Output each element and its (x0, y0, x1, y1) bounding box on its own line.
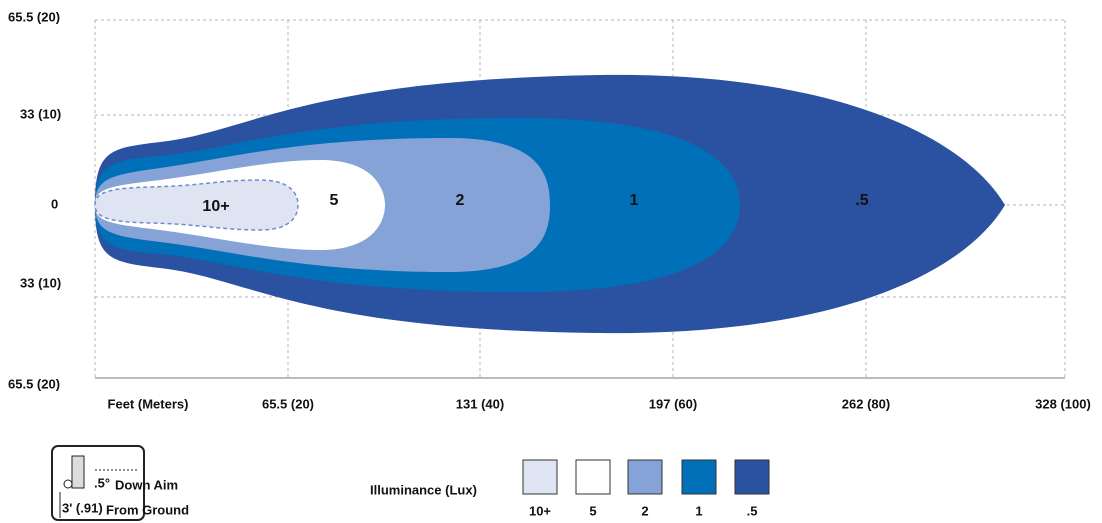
grid (94, 19, 1066, 379)
legend-swatch (522, 459, 558, 495)
x-label: 328 (100) (1035, 396, 1091, 411)
icon-height: 3' (.91) (62, 500, 103, 515)
y-label: 65.5 (20) (8, 9, 60, 24)
zone-label: 1 (630, 192, 639, 209)
legend-label: 10+ (529, 503, 551, 518)
legend-swatch (627, 459, 663, 495)
legend-label: 5 (589, 503, 596, 518)
mount-icon: .5° Down Aim 3' (.91) From Ground (51, 445, 189, 521)
legend-title: Illuminance (Lux) (370, 482, 477, 497)
legend-swatch (575, 459, 611, 495)
legend-label: 1 (695, 503, 702, 518)
zone-10 (94, 179, 299, 231)
y-label: 33 (10) (20, 275, 61, 290)
zone-label: .5 (855, 192, 868, 209)
y-label: 33 (10) (20, 106, 61, 121)
legend-swatch (734, 459, 770, 495)
icon-angle: .5° (94, 475, 110, 490)
y-label: 65.5 (20) (8, 376, 60, 391)
icon-angle-note: Down Aim (115, 477, 178, 492)
x-label: 262 (80) (842, 396, 890, 411)
x-label: Feet (Meters) (108, 396, 189, 411)
legend-label: .5 (747, 503, 758, 518)
x-label: 65.5 (20) (262, 396, 314, 411)
icon-height-note: From Ground (106, 502, 189, 517)
zone-label: 10+ (202, 198, 229, 215)
zone-label: 2 (456, 192, 465, 209)
x-label: 197 (60) (649, 396, 697, 411)
y-label: 0 (51, 196, 58, 211)
legend-swatch (681, 459, 717, 495)
zone-label: 5 (330, 192, 339, 209)
x-label: 131 (40) (456, 396, 504, 411)
legend-label: 2 (641, 503, 648, 518)
